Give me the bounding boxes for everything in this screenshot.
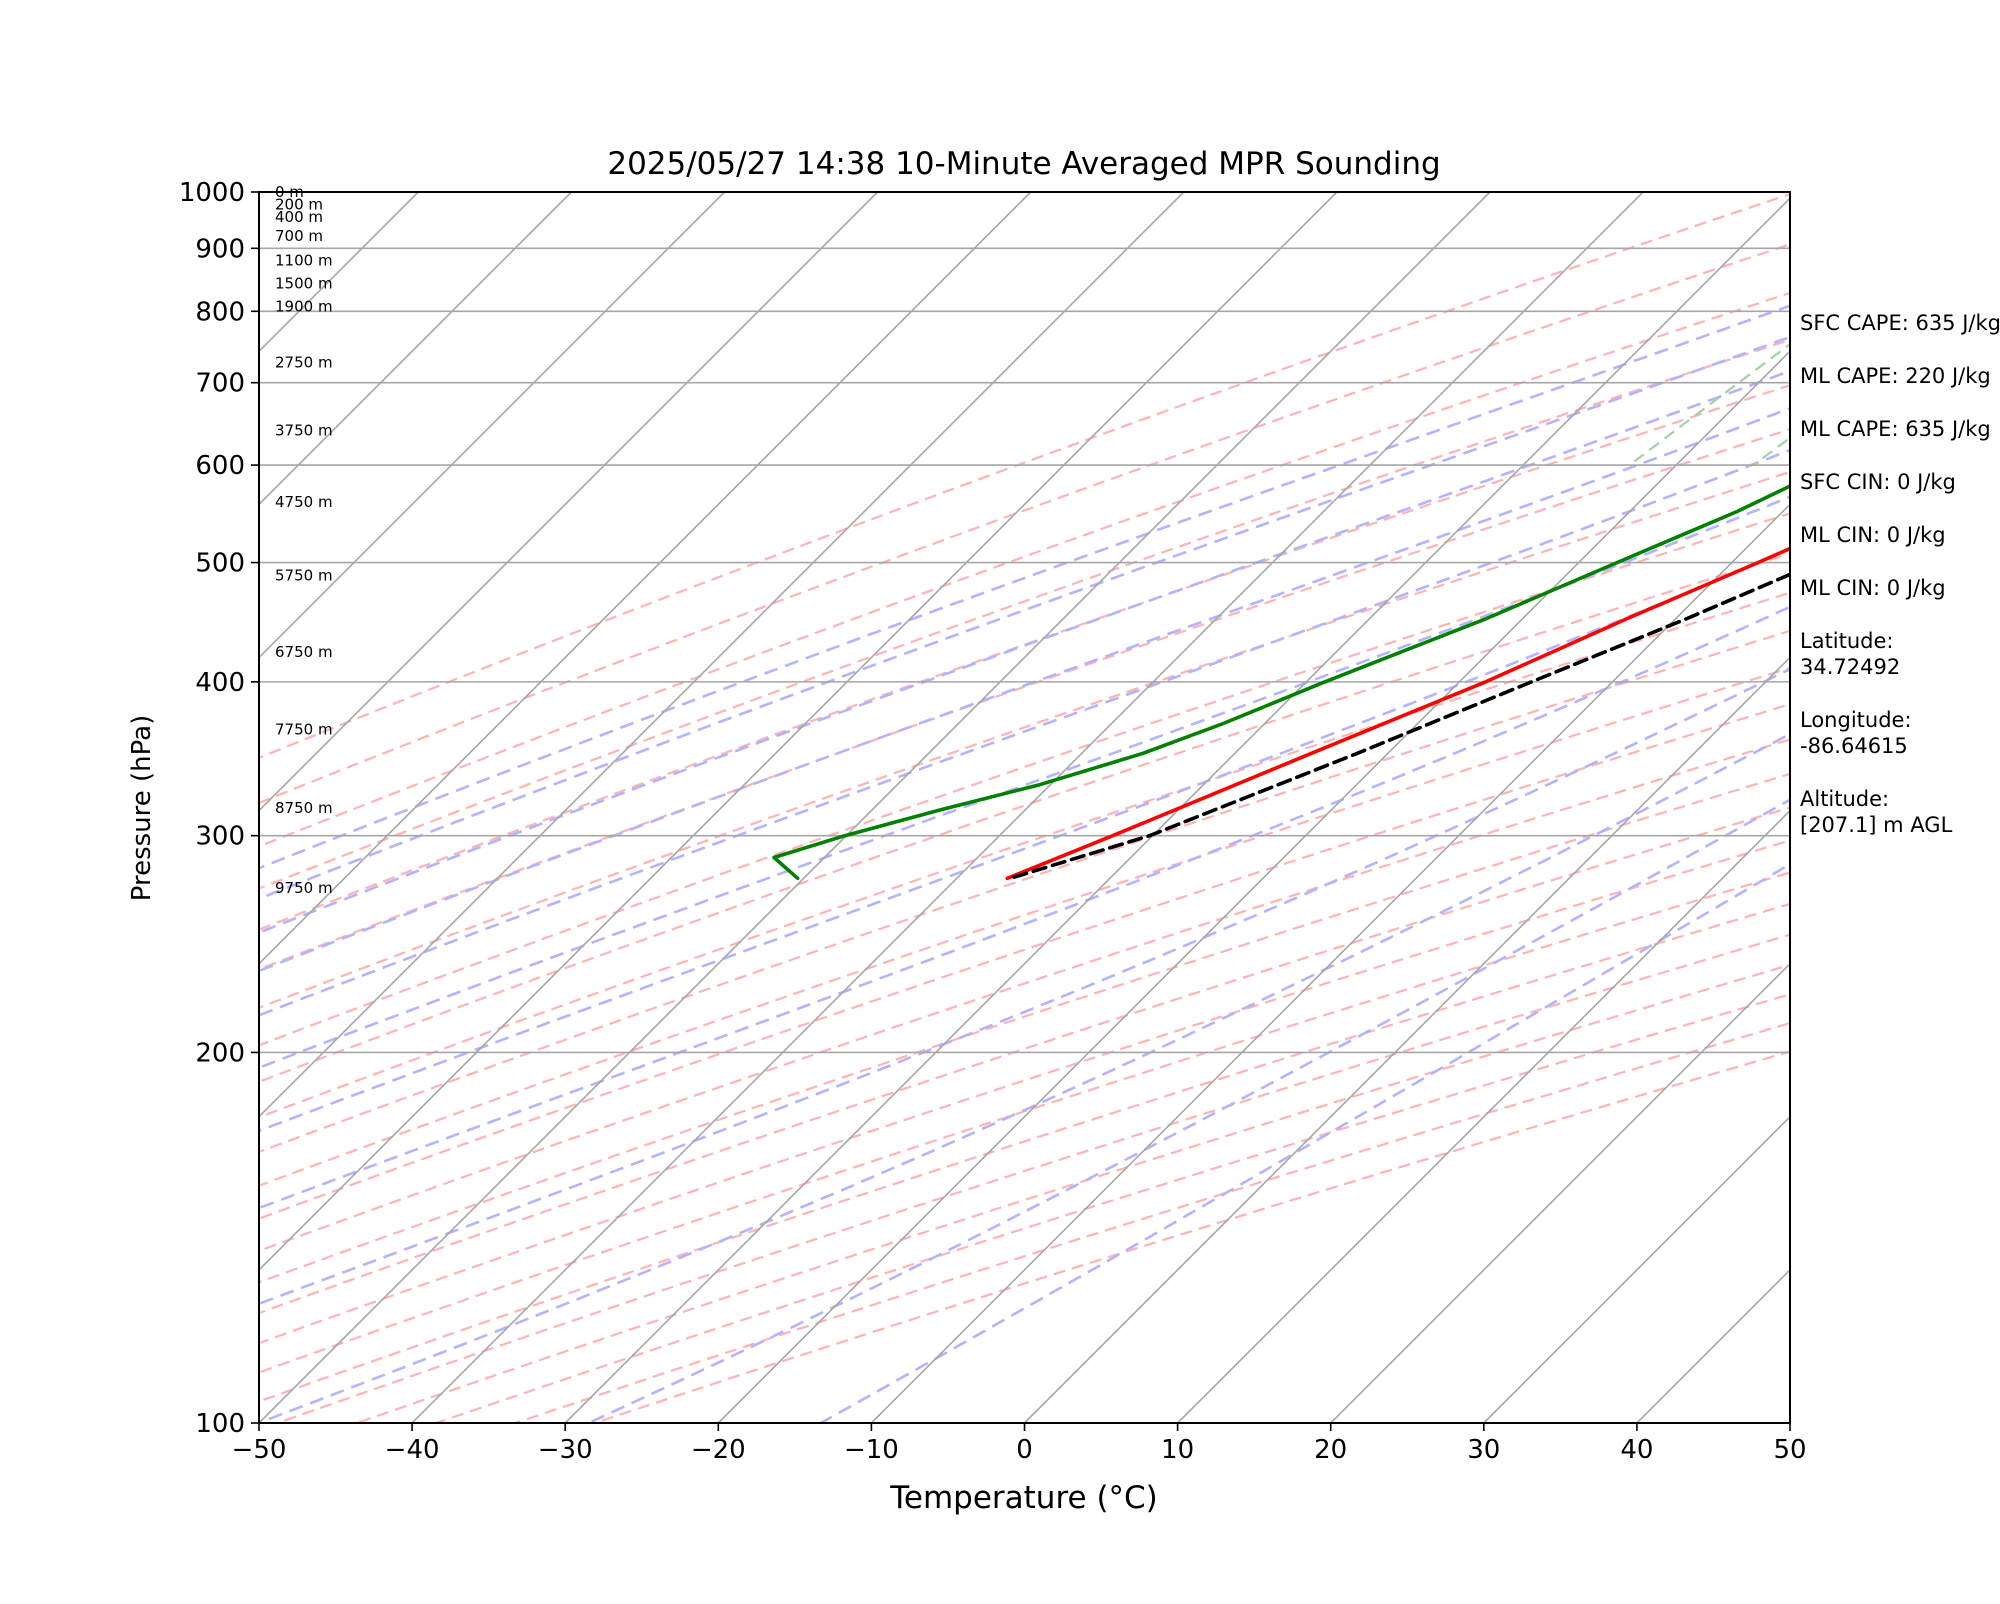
height-label: 5750 m [275, 567, 333, 585]
height-label: 9750 m [275, 879, 333, 897]
y-tick-label: 900 [195, 234, 245, 264]
y-tick-label: 800 [195, 297, 245, 327]
latitude-block: Latitude: 34.72492 [1800, 628, 2000, 680]
height-label: 1100 m [275, 251, 333, 269]
sfc-cape-text: SFC CAPE: 635 J/kg [1800, 310, 2000, 336]
x-tick-label: 20 [1314, 1435, 1347, 1465]
altitude-value: [207.1] m AGL [1800, 812, 2000, 838]
height-label: 3750 m [275, 422, 333, 440]
x-tick-label: −30 [538, 1435, 593, 1465]
x-tick-label: −40 [385, 1435, 440, 1465]
height-label: 6750 m [275, 643, 333, 661]
height-label: 2750 m [275, 353, 333, 371]
y-axis-label: Pressure (hPa) [127, 715, 157, 902]
x-tick-label: −50 [232, 1435, 287, 1465]
x-tick-label: 10 [1161, 1435, 1194, 1465]
longitude-block: Longitude: -86.64615 [1800, 707, 2000, 759]
sfc-cin-text: SFC CIN: 0 J/kg [1800, 469, 2000, 495]
height-label: 400 m [275, 208, 323, 226]
ml-cin-text: ML CIN: 0 J/kg [1800, 522, 2000, 548]
x-tick-label: 50 [1773, 1435, 1806, 1465]
y-tick-label: 600 [195, 451, 245, 481]
y-tick-label: 400 [195, 668, 245, 698]
latitude-value: 34.72492 [1800, 654, 2000, 680]
altitude-block: Altitude: [207.1] m AGL [1800, 786, 2000, 838]
x-tick-label: 0 [1016, 1435, 1033, 1465]
height-label: 700 m [275, 227, 323, 245]
x-tick-label: −10 [844, 1435, 899, 1465]
chart-title: 2025/05/27 14:38 10-Minute Averaged MPR … [607, 146, 1440, 182]
altitude-label: Altitude: [1800, 786, 2000, 812]
y-tick-label: 500 [195, 549, 245, 579]
y-tick-label: 700 [195, 369, 245, 399]
latitude-label: Latitude: [1800, 628, 2000, 654]
x-tick-label: −20 [691, 1435, 746, 1465]
height-label: 4750 m [275, 493, 333, 511]
ml-cape-text: ML CAPE: 635 J/kg [1800, 416, 2000, 442]
y-tick-label: 300 [195, 822, 245, 852]
height-label: 8750 m [275, 799, 333, 817]
height-label: 1900 m [275, 298, 333, 316]
x-tick-label: 40 [1620, 1435, 1653, 1465]
longitude-value: -86.64615 [1800, 733, 2000, 759]
y-tick-label: 1000 [179, 178, 245, 208]
y-tick-label: 200 [195, 1038, 245, 1068]
longitude-label: Longitude: [1800, 707, 2000, 733]
height-label: 1500 m [275, 274, 333, 292]
x-axis-label: Temperature (°C) [889, 1480, 1158, 1516]
height-label: 7750 m [275, 720, 333, 738]
x-tick-label: 30 [1467, 1435, 1500, 1465]
y-tick-label: 100 [195, 1409, 245, 1439]
ml-cin-text: ML CIN: 0 J/kg [1800, 575, 2000, 601]
ml-cape-text: ML CAPE: 220 J/kg [1800, 363, 2000, 389]
stats-panel: SFC CAPE: 635 J/kg ML CAPE: 220 J/kg ML … [1800, 310, 2000, 865]
